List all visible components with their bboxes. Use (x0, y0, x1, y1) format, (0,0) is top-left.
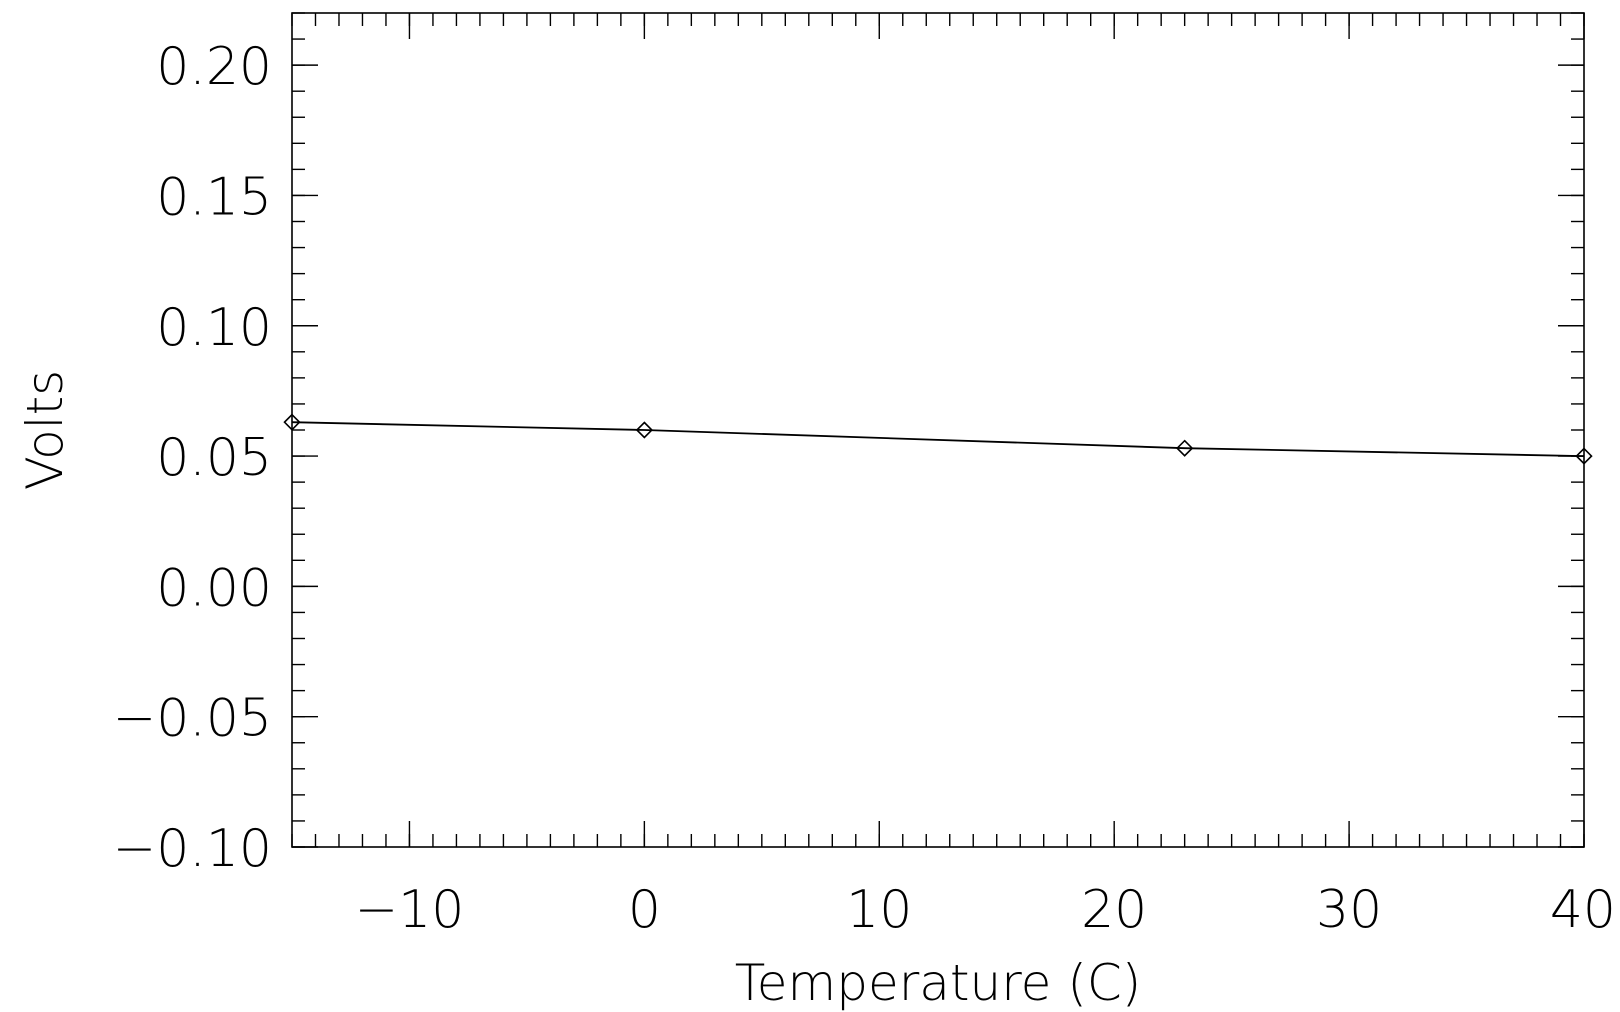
y-tick-labels: −0.10 −0.05 0.00 0.05 0.10 0.15 0.20 (113, 37, 272, 879)
x-tick-label: 40 (1550, 880, 1616, 940)
y-tick-label: −0.10 (113, 819, 272, 879)
data-point-marker (1575, 447, 1593, 465)
x-tick-label: 0 (628, 880, 661, 940)
y-tick-label: −0.05 (113, 689, 272, 749)
y-axis-label: Volts (16, 370, 74, 490)
major-ticks (292, 13, 1585, 848)
x-tick-label: 10 (846, 880, 912, 940)
data-point-marker (283, 413, 301, 431)
x-tick-label: 30 (1316, 880, 1382, 940)
data-point-marker (1176, 439, 1194, 457)
series-markers (283, 413, 1593, 465)
y-tick-label: 0.20 (156, 37, 272, 97)
y-tick-label: 0.00 (156, 558, 272, 618)
y-tick-label: 0.10 (156, 298, 272, 358)
x-tick-label: −10 (355, 880, 465, 940)
minor-ticks (291, 12, 1585, 848)
x-axis-label: Temperature (C) (735, 954, 1142, 1012)
y-tick-label: 0.15 (156, 167, 272, 227)
data-point-marker (635, 421, 653, 439)
x-tick-labels: −10 0 10 20 30 40 (355, 880, 1616, 940)
x-tick-label: 20 (1081, 880, 1147, 940)
series-lines (291, 421, 1585, 457)
plot-frame (291, 12, 1585, 848)
series-line (291, 421, 1585, 457)
y-tick-label: 0.05 (156, 428, 272, 488)
